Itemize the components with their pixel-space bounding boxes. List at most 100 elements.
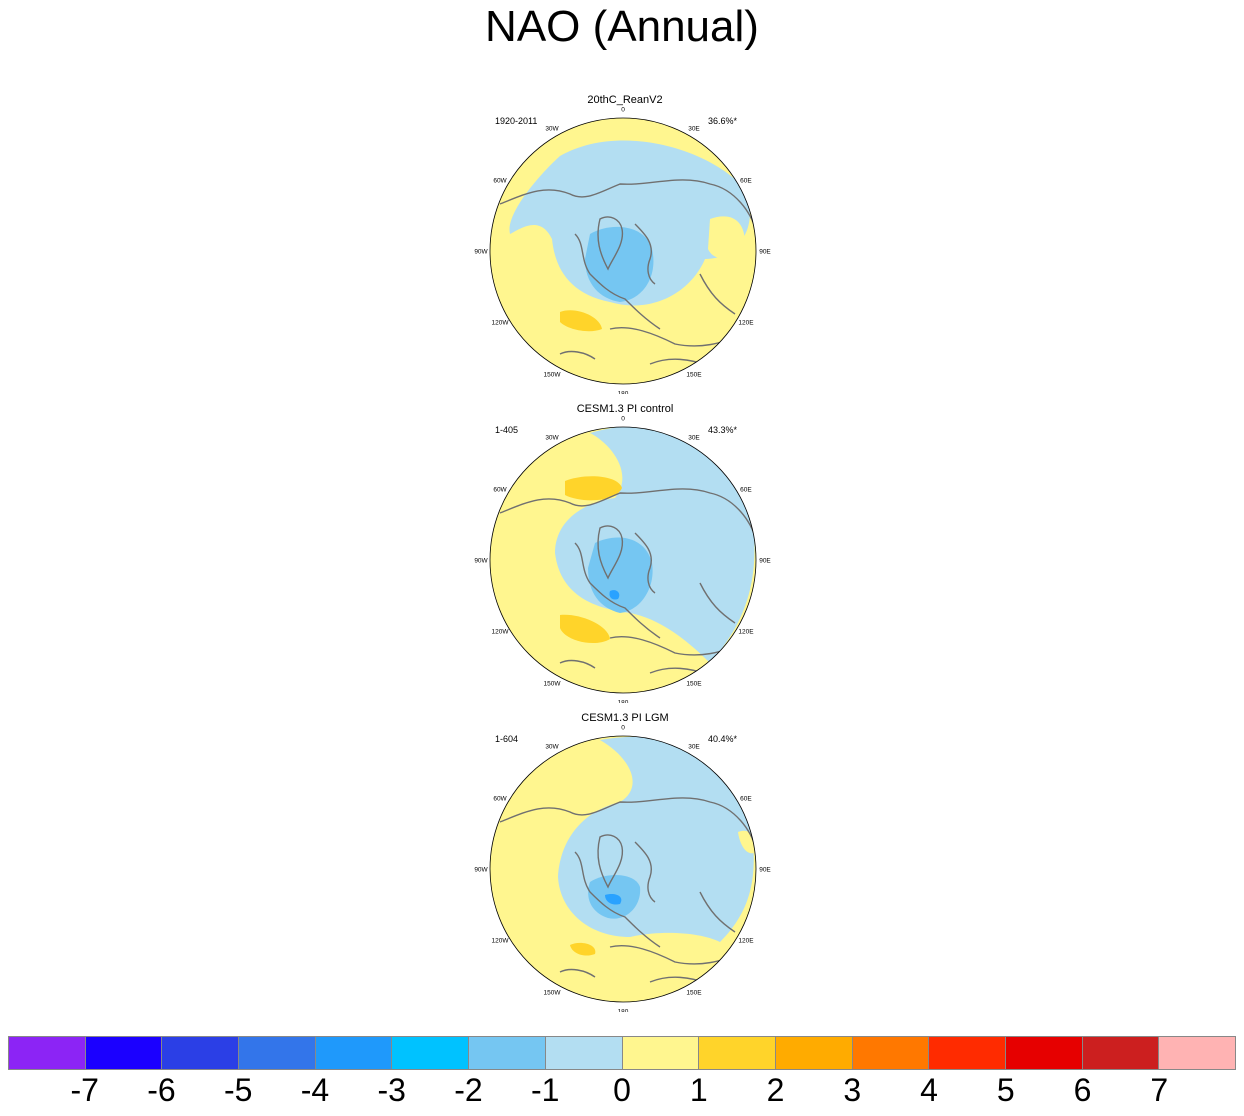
longitude-label: 120W xyxy=(492,938,510,945)
longitude-label: 150W xyxy=(544,371,562,378)
longitude-label: 60W xyxy=(493,796,507,803)
longitude-label: 120W xyxy=(492,629,510,636)
colorbar-box xyxy=(469,1037,546,1069)
coastline xyxy=(597,834,624,889)
colorbar-tick-label: 6 xyxy=(1073,1072,1092,1108)
panel-variance: 40.4%* xyxy=(708,734,738,744)
colorbar-box xyxy=(1005,1037,1083,1069)
colorbar-box xyxy=(315,1037,393,1069)
coastline xyxy=(699,891,736,933)
anomaly-contour xyxy=(609,590,620,600)
colorbar-box xyxy=(1082,1037,1160,1069)
colorbar-tick-label: 2 xyxy=(766,1072,785,1108)
colorbar-tick-label: 7 xyxy=(1150,1072,1169,1108)
colorbar-box xyxy=(929,1037,1006,1069)
coastline xyxy=(597,525,624,580)
coastline xyxy=(574,542,661,639)
colorbar-tick-label: 5 xyxy=(996,1072,1015,1108)
longitude-label: 120E xyxy=(738,320,754,327)
anomaly-contour xyxy=(560,310,602,332)
coastline xyxy=(699,273,736,315)
panel-variance: 36.6%* xyxy=(708,116,738,126)
panel-title: CESM1.3 PI control xyxy=(576,403,674,415)
map-field xyxy=(490,427,756,693)
longitude-label: 180 xyxy=(618,1009,629,1013)
longitude-label: 120W xyxy=(492,320,510,327)
colorbar-box xyxy=(545,1037,623,1069)
coastline xyxy=(574,233,661,330)
longitude-label: 150W xyxy=(544,680,562,687)
longitude-label: 60E xyxy=(740,796,752,803)
panel-title: CESM1.3 PI LGM xyxy=(581,712,669,724)
colorbar-box xyxy=(775,1037,853,1069)
colorbar-box xyxy=(85,1037,163,1069)
colorbar-box xyxy=(162,1037,240,1069)
longitude-label: 180 xyxy=(618,391,629,395)
anomaly-contour xyxy=(708,216,745,259)
longitude-label: 150E xyxy=(686,680,702,687)
longitude-label: 150W xyxy=(544,989,562,996)
colorbar-tick-label: 4 xyxy=(920,1072,938,1108)
colorbar-box xyxy=(699,1037,776,1069)
colorbar-tick-label: -1 xyxy=(531,1072,560,1108)
longitude-label: 120E xyxy=(738,629,754,636)
longitude-label: 30E xyxy=(688,126,700,133)
longitude-label: 90E xyxy=(759,558,771,565)
colorbar-tick-label: 1 xyxy=(689,1072,708,1108)
polar-map: 180 150E 120E 90E 60E 30E 0 30W 60W 90W 120W 150W xyxy=(474,725,771,1013)
colorbar-tick-label: -2 xyxy=(454,1072,483,1108)
longitude-label: 30E xyxy=(688,744,700,751)
map-panel: CESM1.3 PI LGM 1-604 40.4%* 180 150E 120E 9… xyxy=(460,712,790,1012)
colorbar-tick-label: -6 xyxy=(147,1072,176,1108)
longitude-label: 60E xyxy=(740,487,752,494)
map-border xyxy=(489,426,757,694)
anomaly-contour xyxy=(560,614,610,644)
longitude-label: 90W xyxy=(474,249,488,256)
panel-title: 20thC_ReanV2 xyxy=(587,94,663,106)
anomaly-contour xyxy=(585,226,654,302)
longitude-label: 0 xyxy=(621,725,625,732)
longitude-label: 30W xyxy=(545,126,559,133)
map-panel: CESM1.3 PI control 1-405 43.3%* 180 150E 1… xyxy=(460,403,790,703)
longitude-label: 150E xyxy=(686,989,702,996)
coastline xyxy=(499,179,756,230)
map-field xyxy=(490,118,756,384)
coastline xyxy=(634,841,656,903)
map-border xyxy=(489,117,757,385)
colorbar-tick-label: 0 xyxy=(613,1072,631,1108)
longitude-label: 150E xyxy=(686,371,702,378)
anomaly-contour xyxy=(588,537,653,613)
coastline xyxy=(597,216,624,271)
colorbar xyxy=(8,1036,1236,1070)
colorbar-box xyxy=(1159,1037,1235,1069)
anomaly-contour xyxy=(570,942,596,956)
colorbar-box xyxy=(622,1037,700,1069)
map-border xyxy=(489,735,757,1003)
anomaly-contour xyxy=(509,140,751,306)
coastline xyxy=(499,797,756,848)
coastline xyxy=(634,223,656,285)
polar-map: 180 150E 120E 90E 60E 30E 0 30W 60W 90W 120W 150W xyxy=(474,107,771,395)
coastline xyxy=(559,659,596,669)
longitude-label: 90E xyxy=(759,867,771,874)
panel-years: 1920-2011 xyxy=(495,116,538,126)
longitude-label: 60W xyxy=(493,487,507,494)
anomaly-contour xyxy=(565,476,622,501)
coastline xyxy=(574,851,661,948)
longitude-label: 90W xyxy=(474,558,488,565)
colorbar-box xyxy=(852,1037,930,1069)
longitude-label: 90W xyxy=(474,867,488,874)
colorbar-box xyxy=(9,1037,86,1069)
anomaly-contour xyxy=(605,894,622,905)
longitude-label: 30E xyxy=(688,435,700,442)
panel-years: 1-405 xyxy=(495,425,519,435)
longitude-label: 0 xyxy=(621,107,625,114)
coastline xyxy=(559,350,596,360)
panel-years: 1-604 xyxy=(495,734,519,744)
polar-map: 180 150E 120E 90E 60E 30E 0 30W 60W 90W 120W 150W xyxy=(474,416,771,704)
panel-variance: 43.3%* xyxy=(708,425,738,435)
longitude-label: 120E xyxy=(738,938,754,945)
colorbar-tick-label: -5 xyxy=(224,1072,253,1108)
colorbar-box xyxy=(392,1037,470,1069)
longitude-label: 60E xyxy=(740,178,752,185)
